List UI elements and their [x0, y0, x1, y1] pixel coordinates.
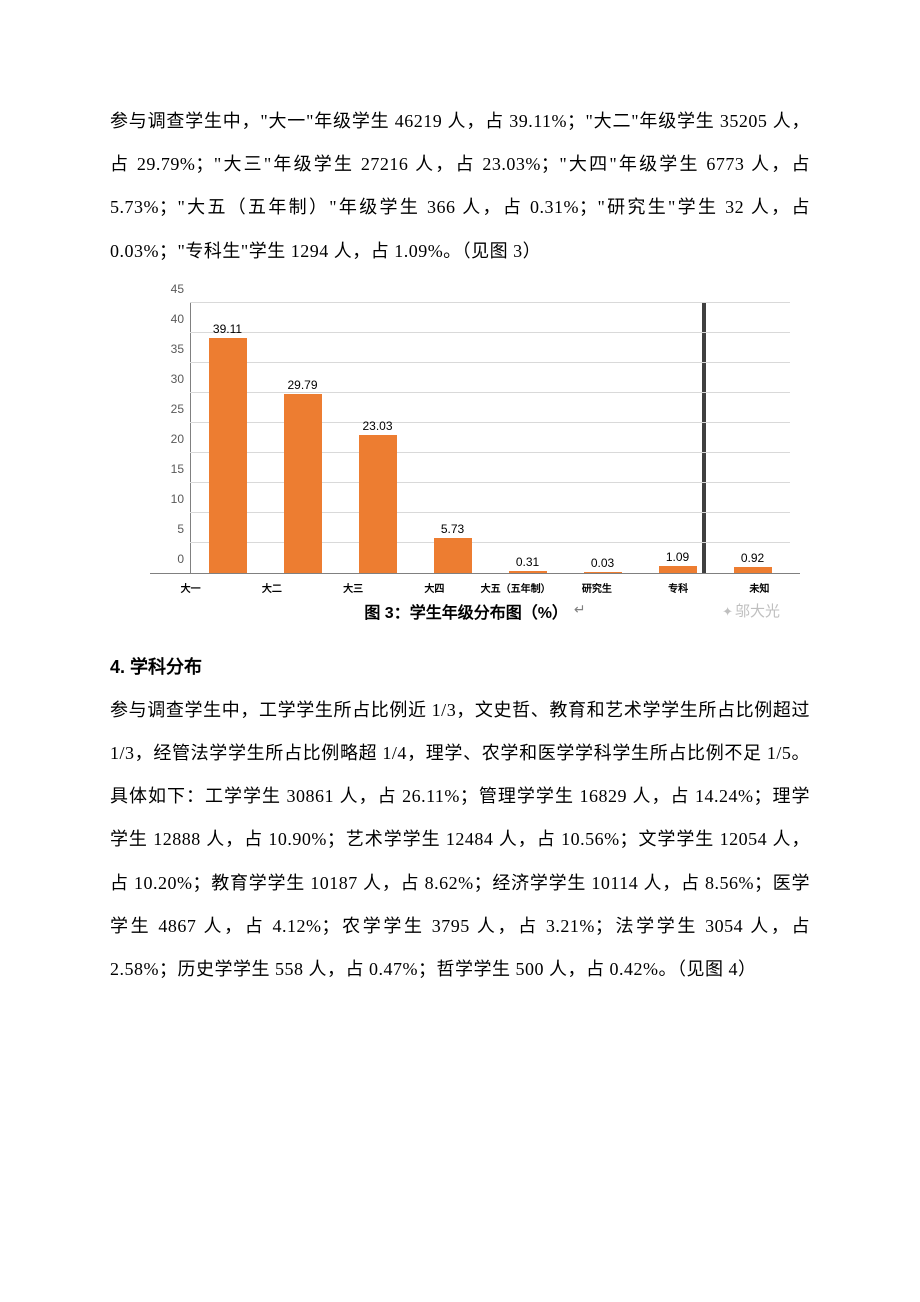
bar-slot: 1.09	[640, 303, 715, 573]
y-tick-label: 0	[150, 552, 190, 566]
figure3-chart: 051015202530354045 39.1129.7923.035.730.…	[110, 303, 810, 623]
bar-slot: 0.92	[715, 303, 790, 573]
y-tick-label: 40	[150, 312, 190, 326]
y-tick-label: 45	[150, 282, 190, 296]
bar-rect	[284, 394, 322, 573]
y-tick-label: 5	[150, 522, 190, 536]
y-tick-label: 35	[150, 342, 190, 356]
bar-value-label: 1.09	[666, 550, 689, 564]
bar-value-label: 39.11	[213, 322, 242, 336]
bar-rect	[734, 567, 772, 573]
bar-value-label: 0.92	[741, 551, 764, 565]
return-mark-icon: ↵	[574, 602, 586, 619]
x-axis-label: 未知	[719, 574, 800, 595]
x-axis-labels: 大一大二大三大四大五（五年制）研究生专科未知	[150, 574, 800, 595]
bar-value-label: 0.03	[591, 556, 614, 570]
chart-caption-row: 图 3：学生年级分布图（%） ↵ ✦邬大光	[150, 599, 800, 623]
x-axis-label: 大二	[231, 574, 312, 595]
watermark-text: 邬大光	[735, 604, 780, 620]
bar-value-label: 0.31	[516, 555, 539, 569]
bar-chart-plot-area: 051015202530354045 39.1129.7923.035.730.…	[150, 303, 800, 574]
x-axis-label: 研究生	[556, 574, 637, 595]
bar-slot: 0.03	[565, 303, 640, 573]
x-axis-label: 大四	[394, 574, 475, 595]
bar-slot: 29.79	[265, 303, 340, 573]
bar-value-label: 23.03	[362, 419, 392, 433]
x-axis-label: 大三	[313, 574, 394, 595]
bar-rect	[209, 338, 247, 573]
y-tick-label: 20	[150, 432, 190, 446]
bar-rect	[359, 435, 397, 573]
x-axis-label: 专科	[638, 574, 719, 595]
chart-caption: 图 3：学生年级分布图（%）	[364, 599, 568, 623]
heading-section-4: 4. 学科分布	[110, 653, 810, 679]
bar-slot: 39.11	[190, 303, 265, 573]
y-tick-label: 10	[150, 492, 190, 506]
bar-slot: 5.73	[415, 303, 490, 573]
paragraph-subject-distribution: 参与调查学生中，工学学生所占比例近 1/3，文史哲、教育和艺术学学生所占比例超过…	[110, 689, 810, 991]
bar-rect	[434, 538, 472, 572]
watermark-author: ✦邬大光	[722, 600, 780, 621]
document-page: 参与调查学生中，"大一"年级学生 46219 人，占 39.11%；"大二"年级…	[0, 0, 920, 1302]
x-axis-label: 大一	[150, 574, 231, 595]
bar-value-label: 5.73	[441, 522, 464, 536]
bar-rect	[509, 571, 547, 573]
paragraph-grade-distribution: 参与调查学生中，"大一"年级学生 46219 人，占 39.11%；"大二"年级…	[110, 100, 810, 273]
bar-rect	[659, 566, 697, 573]
watermark-icon: ✦	[722, 604, 733, 619]
y-tick-label: 15	[150, 462, 190, 476]
bar-rect	[584, 572, 622, 573]
x-axis-label: 大五（五年制）	[475, 574, 556, 595]
bar-slot: 0.31	[490, 303, 565, 573]
y-tick-label: 25	[150, 402, 190, 416]
bar-slot: 23.03	[340, 303, 415, 573]
bar-value-label: 29.79	[287, 378, 317, 392]
y-tick-label: 30	[150, 372, 190, 386]
bars-container: 39.11 29.79 23.03 5.73 0.31 0.03 1.09 0.92	[190, 303, 790, 573]
